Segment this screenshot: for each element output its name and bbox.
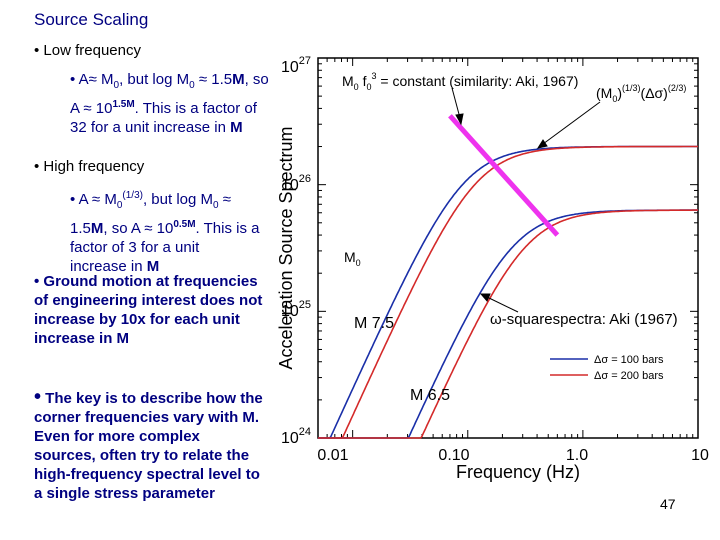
x-tick-label-10: 10 — [691, 447, 709, 464]
y-tick-label-25: 1025 — [281, 299, 311, 320]
legend-label-200bars: Δσ = 200 bars — [594, 370, 664, 382]
x-tick-label-0.01: 0.01 — [317, 447, 348, 464]
key-bullet: • The key is to describe how the corner … — [34, 386, 263, 502]
x-tick-label-0.10: 0.10 — [438, 447, 469, 464]
omega-square-annotation: ω-squarespectra: Aki (1967) — [490, 311, 678, 328]
y-tick-label-26: 1026 — [281, 173, 311, 194]
m0-label: M0 — [344, 249, 361, 268]
spectrum-curves — [318, 145, 698, 439]
m65-label: M 6.5 — [410, 387, 450, 404]
x-axis-label: Frequency (Hz) — [456, 462, 580, 482]
page-number: 47 — [660, 496, 676, 512]
series-line-1 — [318, 145, 698, 439]
arrow-omega-square — [479, 293, 519, 313]
slide-title: Source Scaling — [34, 10, 149, 29]
legend: Δσ = 100 bars Δσ = 200 bars — [550, 354, 664, 382]
arrow-similarity — [451, 87, 464, 126]
bullet-low-frequency: • Low frequency — [34, 42, 141, 59]
similarity-line — [448, 114, 560, 237]
m0-scaling-annotation: (M0)(1/3)(Δσ)(2/3) — [596, 83, 686, 104]
legend-label-100bars: Δσ = 100 bars — [594, 354, 664, 366]
series-line-0 — [318, 145, 698, 439]
m75-label: M 7.5 — [354, 315, 394, 332]
bullet-high-frequency: • High frequency — [34, 158, 145, 175]
low-frequency-note: • A≈ M0, but log M0 ≈ 1.5M, so A ≈ 101.5… — [70, 71, 269, 136]
high-frequency-note: • A ≈ M0(1/3), but log M0 ≈ 1.5M, so A ≈… — [70, 190, 260, 275]
similarity-annotation: M0 f03 = constant (similarity: Aki, 1967… — [342, 71, 578, 92]
series-line-3 — [318, 209, 698, 439]
y-tick-label-27: 1027 — [281, 55, 311, 76]
y-tick-label-24: 1024 — [281, 426, 311, 447]
arrow-m0-scaling — [536, 101, 601, 149]
y-axis-label: Acceleration Source Spectrum — [276, 126, 296, 369]
ground-motion-bullet: • Ground motion at frequencies of engine… — [34, 273, 263, 347]
x-tick-label-1.0: 1.0 — [566, 447, 588, 464]
plot-frame — [317, 57, 699, 439]
